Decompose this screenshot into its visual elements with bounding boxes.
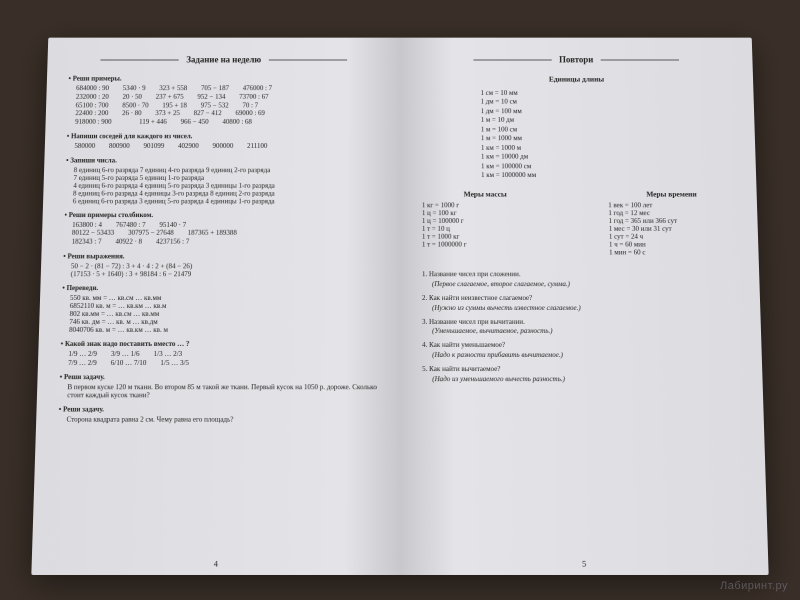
left-pagenum: 4 <box>32 559 400 568</box>
time-title: Меры времени <box>608 190 735 199</box>
s1-head: Реши примеры. <box>68 75 378 83</box>
s3-body: 8 единиц 6-го разряда 7 единиц 4-го разр… <box>65 166 378 205</box>
s4-head: Реши примеры столбиком. <box>64 211 378 219</box>
qa-block: 1. Название чисел при сложении. (Первое … <box>422 271 741 385</box>
s1-body: 684000 : 905340 · 9323 + 558705 − 187476… <box>67 84 378 126</box>
length-block: 1 см = 10 мм 1 дм = 10 см 1 дм = 100 мм … <box>480 89 734 180</box>
right-title: Повтори <box>422 55 732 67</box>
s8-head: Реши задачу. <box>60 373 378 381</box>
mass-title: Меры массы <box>422 190 549 199</box>
s9-head: Реши задачу. <box>59 406 378 414</box>
book-spread: Задание на неделю Реши примеры. 684000 :… <box>31 38 768 575</box>
time-col: Меры времени 1 век = 100 лет 1 год = 12 … <box>608 190 737 257</box>
right-pagenum: 5 <box>400 559 768 568</box>
left-title: Задание на неделю <box>69 55 379 67</box>
s2-head: Напиши соседей для каждого из чисел. <box>67 132 379 140</box>
s6-body: 550 кв. мм = … кв.см … кв.мм 6852110 кв.… <box>61 294 378 334</box>
s4-body: 163800 : 4767480 : 795140 · 7 80122 − 53… <box>64 220 379 246</box>
s3-head: Запиши числа. <box>66 156 378 164</box>
right-page: Повтори Единицы длины 1 см = 10 мм 1 дм … <box>400 38 769 575</box>
s8-body: В первом куске 120 м ткани. Во втором 85… <box>59 383 378 399</box>
mass-col: Меры массы 1 кг = 1000 г 1 ц = 100 кг 1 … <box>422 190 550 257</box>
s5-body: 50 − 2 · (81 − 72) : 3 + 4 · 4 : 2 + (84… <box>63 262 378 278</box>
s2-body: 580000800900901099402900900000211100 <box>66 142 378 150</box>
length-title: Единицы длины <box>422 75 732 84</box>
s7-head: Какой знак надо поставить вместо … ? <box>61 340 378 348</box>
s9-body: Сторона квадрата равна 2 см. Чему равна … <box>58 416 377 424</box>
s6-head: Переведи. <box>62 284 378 292</box>
s5-head: Реши выражения. <box>63 252 378 260</box>
left-page: Задание на неделю Реши примеры. 684000 :… <box>31 38 400 575</box>
s7-body: 1/9 … 2/93/9 … 1/61/3 … 2/3 7/9 … 2/96/1… <box>60 350 378 368</box>
mass-time-cols: Меры массы 1 кг = 1000 г 1 ц = 100 кг 1 … <box>422 190 737 257</box>
watermark: Лабиринт.ру <box>720 580 788 592</box>
